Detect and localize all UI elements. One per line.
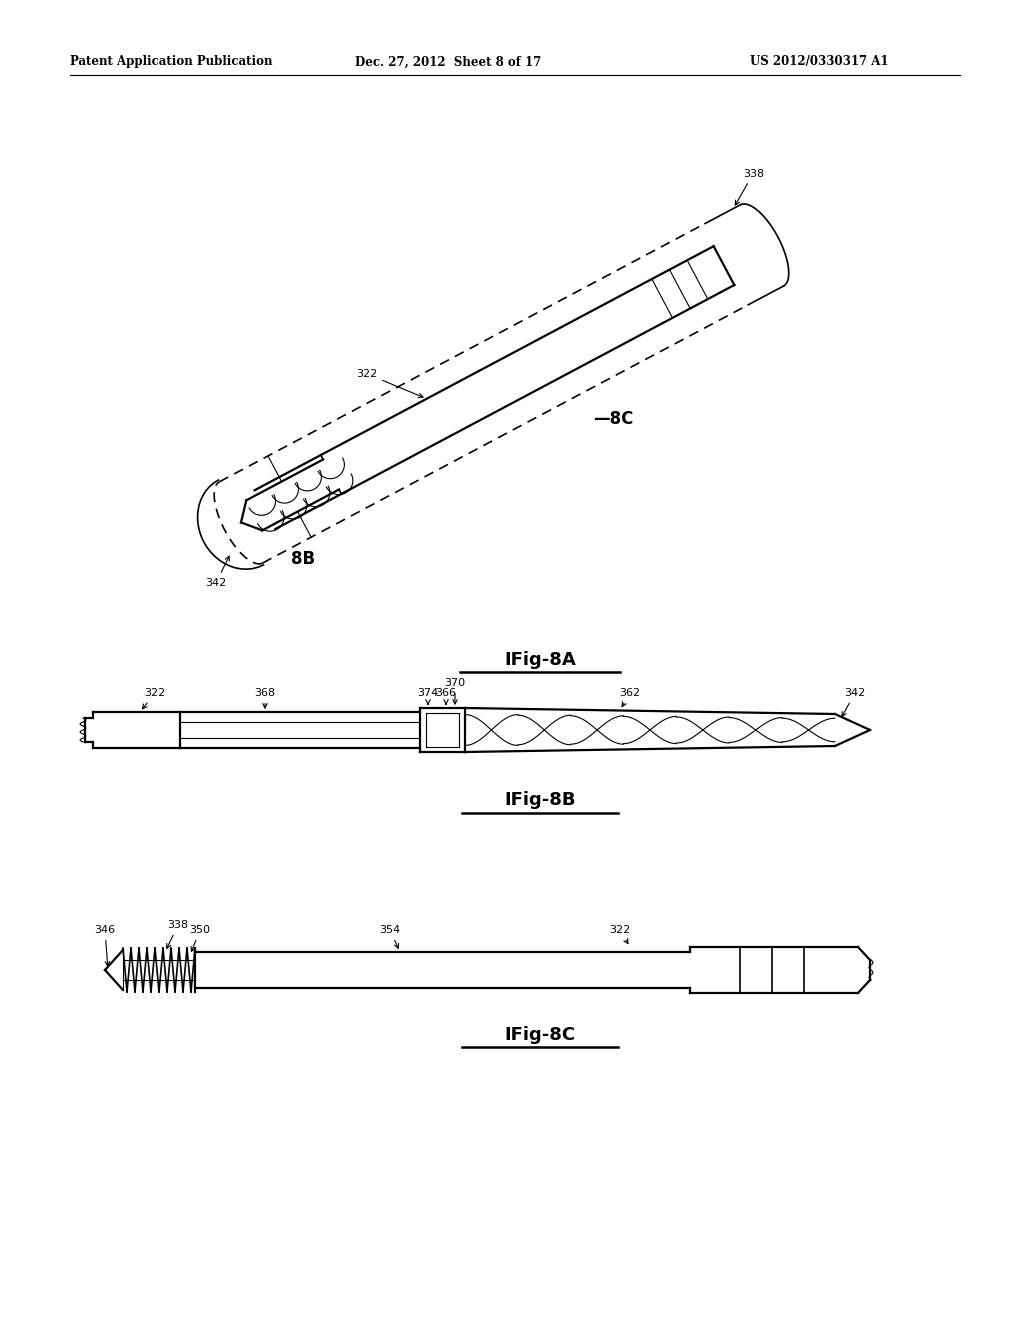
Text: 338: 338 xyxy=(167,920,188,948)
Text: IFig-8B: IFig-8B xyxy=(504,791,575,809)
Text: 366: 366 xyxy=(435,688,457,704)
Text: 362: 362 xyxy=(620,688,641,706)
Text: IFig-8A: IFig-8A xyxy=(504,651,575,669)
Text: Patent Application Publication: Patent Application Publication xyxy=(70,55,272,69)
Text: 342: 342 xyxy=(842,688,865,717)
Text: 322: 322 xyxy=(356,368,423,397)
Text: 368: 368 xyxy=(254,688,275,708)
Text: 374: 374 xyxy=(418,688,438,704)
Text: 338: 338 xyxy=(735,169,764,205)
Text: Dec. 27, 2012  Sheet 8 of 17: Dec. 27, 2012 Sheet 8 of 17 xyxy=(355,55,542,69)
Text: —8C: —8C xyxy=(593,409,633,428)
Text: 322: 322 xyxy=(142,688,166,709)
Text: 8B: 8B xyxy=(291,550,315,569)
Text: 370: 370 xyxy=(444,678,466,704)
Text: IFig-8C: IFig-8C xyxy=(505,1026,575,1044)
Text: 342: 342 xyxy=(206,556,229,587)
Text: 346: 346 xyxy=(94,925,116,966)
Text: 354: 354 xyxy=(380,925,400,948)
Text: 322: 322 xyxy=(609,925,631,944)
Text: 350: 350 xyxy=(189,925,211,952)
Text: US 2012/0330317 A1: US 2012/0330317 A1 xyxy=(750,55,889,69)
